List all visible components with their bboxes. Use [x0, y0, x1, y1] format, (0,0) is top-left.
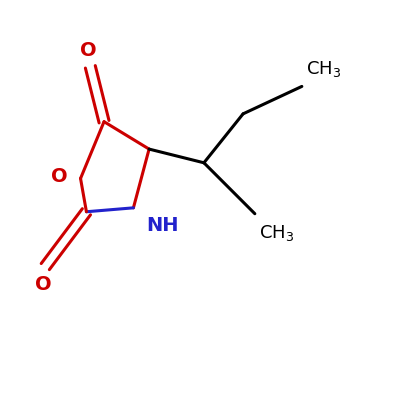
Text: O: O	[51, 167, 67, 186]
Text: O: O	[35, 275, 52, 294]
Text: CH$_3$: CH$_3$	[306, 59, 341, 79]
Text: CH$_3$: CH$_3$	[259, 223, 294, 243]
Text: NH: NH	[146, 216, 179, 235]
Text: O: O	[80, 41, 97, 60]
